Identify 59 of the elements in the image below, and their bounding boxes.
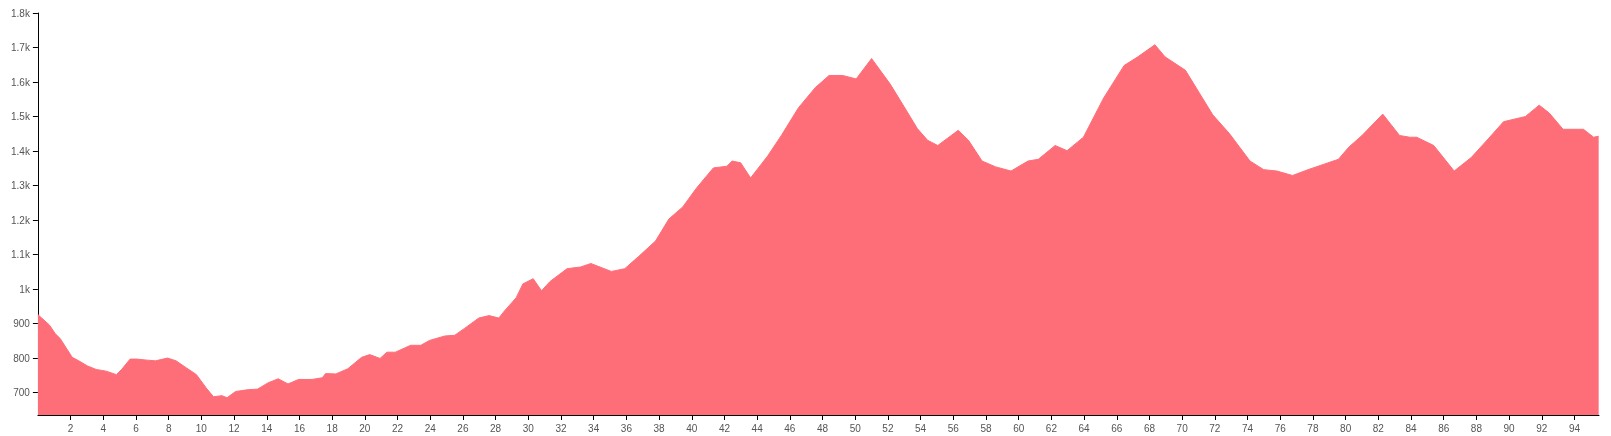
x-tick-label: 72 [1209,422,1221,434]
x-tick-label: 8 [165,422,172,434]
x-tick-label: 70 [1176,422,1189,434]
y-tick-label: 800 [13,352,31,364]
x-tick-label: 68 [1143,422,1156,434]
x-tick-label: 40 [686,422,698,434]
x-tick-label: 60 [1013,422,1025,434]
x-tick-label: 12 [228,422,241,434]
x-tick-label: 22 [391,422,404,434]
x-tick-label: 86 [1438,422,1450,434]
y-tick-label: 1.4k [11,145,31,157]
x-tick-label: 26 [457,422,469,434]
x-tick-label: 90 [1503,422,1516,434]
y-tick-label: 900 [13,318,31,330]
x-tick-label: 18 [326,422,339,434]
x-tick-label: 46 [784,422,796,434]
x-tick-label: 56 [947,422,960,434]
x-tick-label: 6 [133,422,140,434]
x-tick-label: 32 [555,422,567,434]
x-tick-label: 48 [816,422,829,434]
x-tick-label: 52 [882,422,894,434]
x-tick-label: 88 [1470,422,1483,434]
y-tick-label: 1.1k [11,249,31,261]
x-tick-label: 66 [1111,422,1123,434]
x-tick-label: 38 [653,422,666,434]
x-tick-label: 80 [1340,422,1352,434]
x-tick-label: 14 [261,422,273,434]
x-tick-label: 62 [1045,422,1058,434]
x-tick-label: 10 [195,422,208,434]
x-tick-label: 20 [359,422,371,434]
x-tick-label: 42 [718,422,731,434]
x-tick-label: 36 [620,422,633,434]
x-tick-label: 76 [1274,422,1287,434]
y-tick-label: 1.2k [11,214,31,226]
x-tick-label: 44 [751,422,764,434]
x-tick-label: 74 [1241,422,1254,434]
x-tick-label: 54 [915,422,927,434]
x-tick-label: 4 [100,422,107,434]
y-tick-label: 1.7k [11,42,31,54]
y-tick-label: 1k [19,283,31,295]
x-tick-label: 82 [1372,422,1385,434]
x-tick-label: 16 [293,422,306,434]
y-tick-label: 700 [13,387,31,399]
y-tick-label: 1.6k [11,76,31,88]
x-tick-label: 92 [1536,422,1548,434]
y-tick-label: 1.8k [11,7,31,19]
x-tick-label: 2 [67,422,74,434]
x-tick-label: 94 [1568,422,1581,434]
x-tick-label: 34 [588,422,600,434]
y-tick-label: 1.5k [11,111,31,123]
x-tick-label: 28 [490,422,502,434]
x-tick-label: 78 [1307,422,1319,434]
x-tick-label: 84 [1405,422,1418,434]
x-tick-label: 30 [522,422,535,434]
y-tick-label: 1.3k [11,180,31,192]
x-tick-label: 58 [980,422,992,434]
x-tick-label: 24 [424,422,437,434]
x-tick-label: 50 [849,422,862,434]
x-tick-label: 64 [1078,422,1091,434]
